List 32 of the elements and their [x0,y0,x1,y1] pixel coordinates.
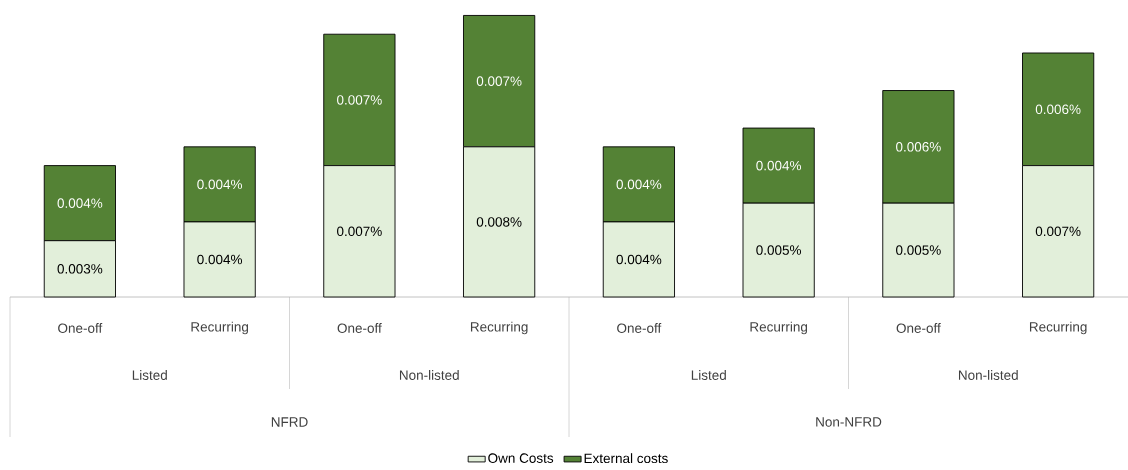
x-tick-label: One-off [337,323,382,333]
text: Non-listed [399,370,459,380]
text: Listed [132,370,167,380]
x-tick-label: Recurring [750,321,808,335]
legend-label: External costs [584,453,668,464]
data-label: 0.007% [476,76,522,86]
data-label: 0.006% [1035,104,1081,115]
data-label: 0.004% [57,198,103,208]
data-label: 0.007% [1035,226,1081,237]
data-label: 0.008% [476,217,522,227]
data-label: 0.005% [896,245,941,255]
x-tick-label: Recurring [191,321,249,335]
x-tick-label: Recurring [470,321,528,335]
data-label: 0.004% [616,179,662,190]
data-label: 0.004% [197,179,243,190]
x-tick-label: Recurring [1029,321,1087,335]
data-label: 0.005% [756,245,802,255]
data-label: 0.007% [337,95,382,105]
text: Listed [691,370,726,380]
x-tick-label: One-off [58,323,103,333]
text: Non-listed [958,370,1018,380]
data-label: 0.004% [756,160,802,171]
data-label: 0.006% [896,142,941,152]
legend-label: Own Costs [488,453,554,463]
text: Non-NFRD [816,417,882,427]
data-label: 0.003% [57,264,103,274]
data-label: 0.007% [337,226,382,237]
data-label: 0.004% [197,254,243,265]
text: NFRD [271,417,308,427]
x-tick-label: One-off [896,323,941,333]
x-tick-label: One-off [617,323,662,333]
data-label: 0.004% [616,254,662,265]
